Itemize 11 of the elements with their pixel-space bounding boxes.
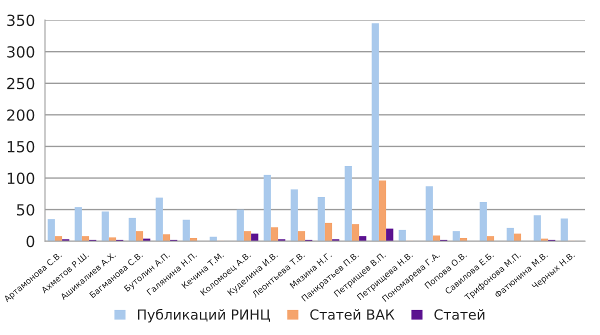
- y-tick-label: 0: [26, 236, 34, 248]
- legend-label: Публикаций РИНЦ: [138, 308, 270, 322]
- y-tick-label: 50: [17, 204, 34, 216]
- y-tick-label: 200: [7, 109, 34, 121]
- legend-label: Статей: [434, 309, 484, 320]
- y-tick-label: 100: [8, 172, 34, 184]
- legend-label: Статей ВАК: [310, 309, 394, 320]
- y-tick-label: 250: [7, 78, 34, 90]
- y-tick-label: 150: [8, 140, 34, 152]
- y-tick-label: 300: [7, 46, 34, 58]
- y-tick-label: 350: [7, 14, 34, 26]
